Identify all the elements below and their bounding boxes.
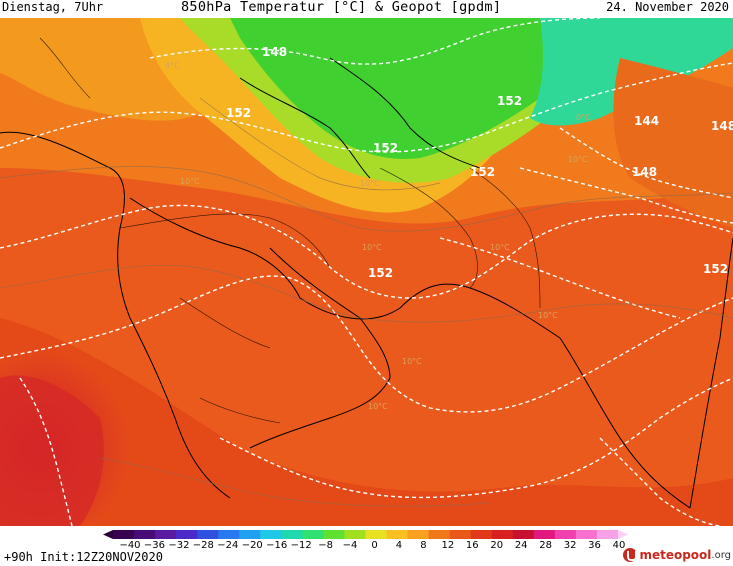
colorbar-tick-label: 36 xyxy=(588,540,601,551)
geopot-label: 152 xyxy=(373,141,398,155)
colorbar-segment xyxy=(491,530,514,539)
temp-field-south xyxy=(0,318,733,526)
colorbar-segment xyxy=(197,530,219,539)
colorbar-segment xyxy=(239,530,261,539)
logo-tld: .org xyxy=(711,549,731,561)
country-borders xyxy=(39,37,541,424)
colorbar-tick-label: −28 xyxy=(192,540,214,551)
meteopool-logo[interactable]: meteopool .org xyxy=(623,546,731,564)
temp-field-green xyxy=(230,18,640,159)
geopot-label: 152 xyxy=(368,266,393,280)
forecast-day-label: Dienstag, 7Uhr xyxy=(2,0,104,14)
colorbar-ticks: −40 −36 −32 −28 −24 −20 −16 −12 −8 −4 0 4 8 12 16 20 24 2… xyxy=(0,540,733,554)
temp-field-ne-warm xyxy=(613,58,733,228)
colorbar-tick-label: −32 xyxy=(168,540,190,551)
temp-label: 4°C xyxy=(165,61,180,70)
colorbar-tick-label: −40 xyxy=(119,540,141,551)
colorbar-segment xyxy=(386,530,409,539)
colorbar-segment xyxy=(575,530,598,539)
colorbar-tick-label: 20 xyxy=(490,540,504,551)
colorbar-segment xyxy=(155,530,177,539)
temp-label: 10°C xyxy=(360,179,380,188)
geopot-label: 152 xyxy=(470,165,495,179)
geopot-label: 152 xyxy=(226,106,251,120)
colorbar-segment xyxy=(302,530,324,539)
colorbar-segment xyxy=(323,530,345,539)
colorbar-min-arrow xyxy=(103,530,113,539)
temperature-colorbar xyxy=(103,530,628,539)
temp-label: 10°C xyxy=(568,155,588,164)
colorbar-segment xyxy=(365,530,388,539)
colorbar-tick-label: 28 xyxy=(539,540,553,551)
temp-label: 10°C xyxy=(538,311,558,320)
geopot-label: 148 xyxy=(632,165,657,179)
colorbar-tick-label: −12 xyxy=(290,540,312,551)
colorbar-tick-label: 4 xyxy=(395,540,403,551)
colorbar-tick-label: −36 xyxy=(143,540,165,551)
colorbar-tick-label: 32 xyxy=(563,540,577,551)
colorbar-tick-label: −20 xyxy=(241,540,263,551)
colorbar-tick-label: −4 xyxy=(342,540,358,551)
geopot-label-group: 148 152 152 152 152 152 144 148 148 152 xyxy=(226,45,733,280)
colorbar-tick-label: 0 xyxy=(371,540,378,551)
colorbar-segment xyxy=(218,530,240,539)
colorbar-segment xyxy=(176,530,198,539)
colorbar-segment xyxy=(554,530,577,539)
colorbar-segment xyxy=(260,530,282,539)
colorbar-max-arrow xyxy=(618,530,628,539)
geopot-label: 148 xyxy=(711,119,733,133)
colorbar-tick-label: 24 xyxy=(514,540,528,551)
forecast-date-label: 24. November 2020 xyxy=(606,0,729,14)
temp-field-yellow-west xyxy=(0,18,200,121)
colorbar-segment xyxy=(407,530,430,539)
colorbar-tick-label: 12 xyxy=(441,540,455,551)
meteopool-logo-icon xyxy=(623,548,638,562)
coastlines xyxy=(0,57,733,509)
geopot-label: 148 xyxy=(262,45,287,59)
colorbar-segment xyxy=(281,530,303,539)
geopotential-isolines xyxy=(0,18,733,526)
colorbar-segment xyxy=(113,530,135,539)
colorbar-segment xyxy=(533,530,556,539)
colorbar-tick-label: −8 xyxy=(318,540,333,551)
colorbar-segment xyxy=(596,530,619,539)
colorbar-segment xyxy=(512,530,535,539)
colorbar-segment xyxy=(344,530,366,539)
temp-label: 10°C xyxy=(180,177,200,186)
temp-label: 10°C xyxy=(402,357,422,366)
colorbar-tick-label: −16 xyxy=(266,540,288,551)
colorbar-tick-label: 16 xyxy=(465,540,479,551)
geopot-label: 152 xyxy=(497,94,522,108)
colorbar-tick-label: 8 xyxy=(420,540,427,551)
run-info: +90h Init:12Z20NOV2020 xyxy=(4,550,163,564)
geopot-label: 144 xyxy=(634,114,659,128)
temperature-map: 148 152 152 152 152 152 144 148 148 152 … xyxy=(0,18,733,526)
colorbar-segment xyxy=(134,530,156,539)
colorbar-segment xyxy=(449,530,472,539)
geopot-label: 152 xyxy=(703,262,728,276)
colorbar-tick-label: −24 xyxy=(217,540,239,551)
logo-name: meteopool xyxy=(639,548,712,562)
colorbar-segment xyxy=(470,530,493,539)
temp-label: 10°C xyxy=(362,243,382,252)
temp-label: 10°C xyxy=(368,402,388,411)
temp-label: 0°C xyxy=(576,113,591,122)
temp-label: 10°C xyxy=(490,243,510,252)
chart-title: 850hPa Temperatur [°C] & Geopot [gpdm] xyxy=(181,0,502,15)
temp-label-group: 4°C 10°C 10°C 10°C 10°C 10°C 10°C 10°C 0… xyxy=(165,61,591,411)
temperature-isolines xyxy=(0,97,733,507)
colorbar-segment xyxy=(428,530,451,539)
colorbar-tick-label: 40 xyxy=(612,540,626,551)
